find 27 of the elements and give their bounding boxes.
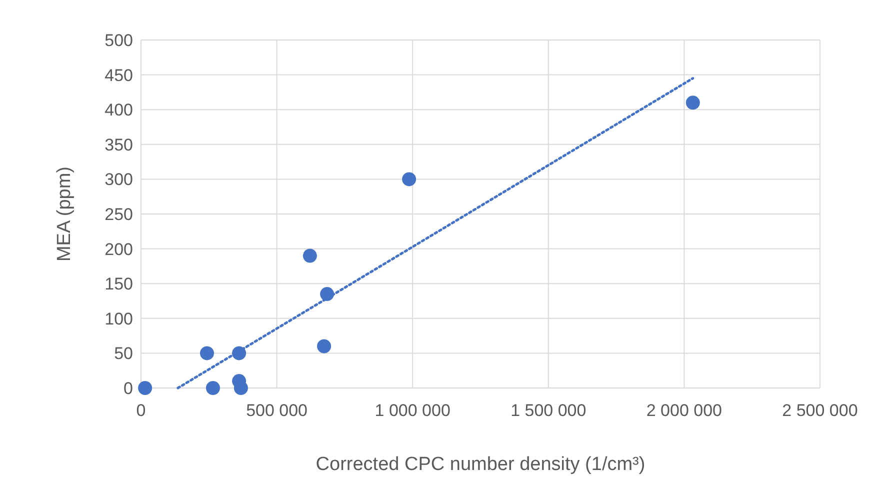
y-tick-label: 150	[104, 274, 133, 294]
x-tick-label: 1 000 000	[374, 401, 450, 420]
point	[234, 381, 248, 395]
point	[138, 381, 152, 395]
point	[686, 96, 700, 110]
y-tick-label: 50	[114, 344, 133, 364]
x-tick-label: 2 500 000	[782, 401, 858, 420]
x-tick-label: 1 500 000	[510, 401, 586, 420]
point	[317, 339, 332, 354]
y-tick-label: 200	[104, 240, 133, 259]
x-axis-title: Corrected CPC number density (1/cm³)	[316, 454, 646, 475]
y-tick-label: 300	[104, 170, 133, 190]
x-tick-label: 500 000	[246, 401, 308, 420]
y-tick-label: 400	[104, 100, 133, 120]
point	[402, 172, 416, 186]
y-tick-label: 250	[104, 204, 133, 224]
x-tick-label: 2 000 000	[646, 401, 722, 420]
point	[206, 381, 220, 395]
y-tick-label: 350	[104, 135, 133, 154]
y-tick-label: 0	[124, 378, 133, 398]
y-tick-label: 500	[104, 30, 133, 50]
point	[302, 248, 317, 263]
y-tick-label: 100	[104, 309, 133, 328]
y-tick-label: 450	[104, 66, 133, 85]
y-axis-title: MEA (ppm)	[54, 166, 75, 262]
point	[200, 346, 214, 360]
x-tick-label: 0	[136, 401, 146, 420]
